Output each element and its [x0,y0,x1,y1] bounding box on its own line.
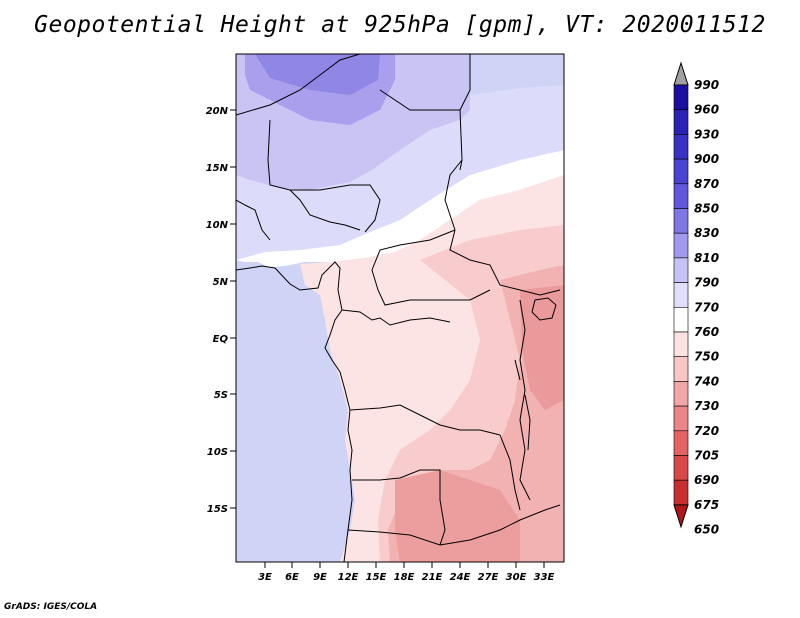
high-height-core-2 [255,54,380,95]
colorbar-label: 750 [694,350,719,364]
lat-label-5s: 5S [214,390,228,401]
transition-region [236,150,564,268]
colorbar-swatch [673,405,689,432]
colorbar-label: 650 [694,523,719,537]
lon-label-15e: 15E [366,572,387,583]
colorbar-swatch [673,430,689,456]
lat-label-5n: 5N [213,277,229,288]
lat-label-eq: EQ [213,334,229,345]
colorbar-swatch [673,84,689,111]
colorbar-label: 760 [694,325,719,339]
colorbar-label: 960 [694,103,719,117]
colorbar-swatch [673,208,689,234]
colorbar-swatch [673,109,689,135]
lat-label-15n: 15N [206,163,229,174]
colorbar-label: 675 [694,498,719,512]
colorbar-swatch [673,134,689,160]
lat-axis: 20N 15N 10N 5N EQ 5S 10S 15S [206,106,236,515]
colorbar-top-arrow [673,61,689,86]
lon-label-9e: 9E [313,572,327,583]
credit-text: GrADS: IGES/COLA [4,602,98,612]
colorbar-label: 900 [694,152,719,166]
colorbar-swatch [673,257,689,283]
colorbar: 990 960 930 900 870 850 830 810 790 770 760 750 740 7… [673,61,719,537]
colorbar-label: 740 [694,374,719,388]
colorbar-swatch [673,158,689,185]
lon-axis: 3E 6E 9E 12E 15E 18E 21E 24E 27E 30E 33E [258,562,555,583]
colorbar-swatch [673,183,689,209]
colorbar-swatch [673,455,689,481]
colorbar-swatch [673,282,689,308]
map-panel [236,54,564,562]
colorbar-label: 690 [694,473,719,487]
colorbar-swatch [673,479,689,506]
colorbar-swatch [673,306,689,333]
colorbar-label: 870 [694,177,719,191]
colorbar-label: 810 [694,251,719,265]
lon-label-33e: 33E [534,572,555,583]
lat-label-20n: 20N [206,106,229,117]
colorbar-label: 770 [694,300,719,314]
colorbar-label: 930 [694,127,719,141]
colorbar-label: 790 [694,276,719,290]
colorbar-label: 720 [694,424,719,438]
lon-label-6e: 6E [285,572,299,583]
lon-label-27e: 27E [478,572,499,583]
lon-label-12e: 12E [338,572,359,583]
lat-label-15s: 15S [207,504,228,515]
colorbar-swatch [673,356,689,382]
lon-label-18e: 18E [394,572,415,583]
lon-label-24e: 24E [450,572,471,583]
map-frame [235,53,565,563]
lon-label-30e: 30E [506,572,527,583]
colorbar-bottom-arrow [673,504,689,529]
colorbar-swatch [673,381,689,407]
colorbar-label: 830 [694,226,719,240]
colorbar-swatch [673,331,689,358]
lon-label-21e: 21E [422,572,443,583]
mid-height-region [236,85,564,260]
lowest-height-region-2 [395,470,520,562]
colorbar-label: 705 [694,449,719,463]
lat-label-10n: 10N [206,220,229,231]
borders [236,54,561,562]
colorbar-swatch [673,232,689,259]
colorbar-label: 990 [694,78,719,92]
colorbar-label: 730 [694,399,719,413]
lakes [514,297,557,451]
map-title: Geopotential Height at 925hPa [gpm], VT:… [34,12,766,38]
lon-label-3e: 3E [258,572,272,583]
lat-label-10s: 10S [207,447,228,458]
colorbar-label: 850 [694,202,719,216]
